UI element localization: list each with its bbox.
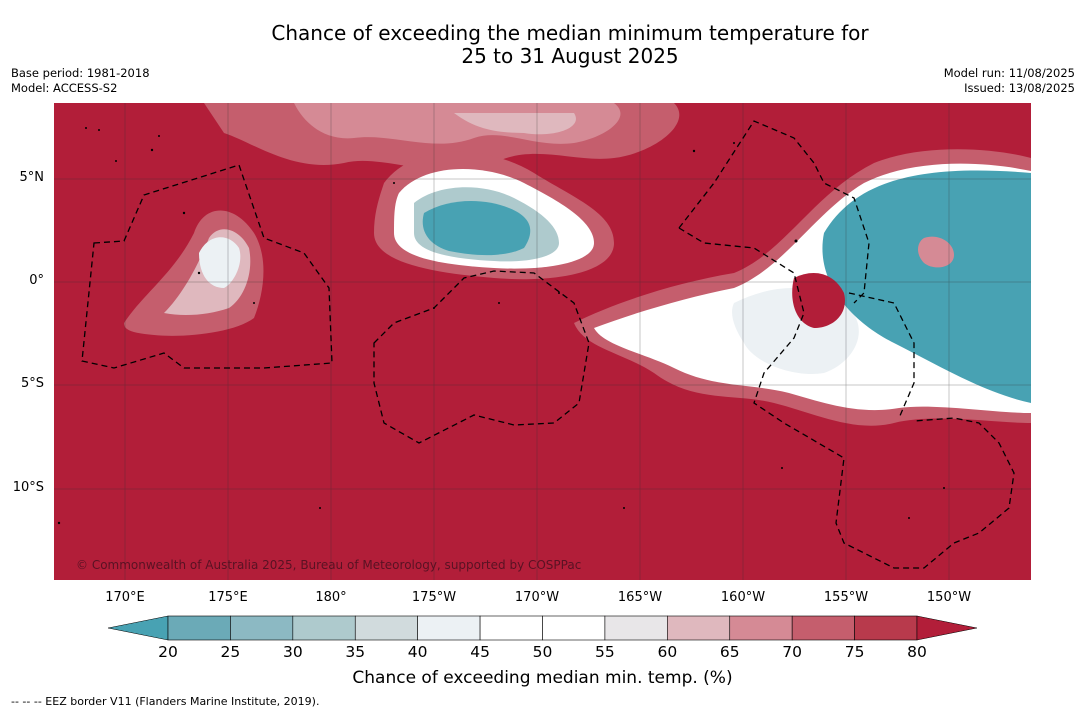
- graticule: [54, 103, 1031, 580]
- colorbar-segment: [729, 615, 793, 641]
- title-line-1: Chance of exceeding the median minimum t…: [271, 21, 869, 45]
- base-period-text: Base period: 1981-2018: [11, 66, 150, 80]
- colorbar-tick-label: 65: [719, 643, 740, 661]
- colorbar-tick-label: 35: [345, 643, 366, 661]
- colorbar-segment: [417, 615, 481, 641]
- colorbar-tick-label: 30: [282, 643, 303, 661]
- colorbar: [108, 615, 978, 641]
- colorbar-segment: [542, 615, 606, 641]
- colorbar-segment: [230, 615, 294, 641]
- colorbar-tick-label: 70: [782, 643, 803, 661]
- colorbar-tick-label: 40: [407, 643, 428, 661]
- colorbar-tick-label: 75: [844, 643, 865, 661]
- lon-label-175e: 175°E: [208, 590, 248, 605]
- lon-label-170e: 170°E: [105, 590, 145, 605]
- title-line-2: 25 to 31 August 2025: [461, 44, 679, 68]
- colorbar-tick-label: 25: [220, 643, 241, 661]
- lon-label-155w: 155°W: [823, 590, 869, 605]
- lat-label-5n: 5°N: [19, 170, 45, 185]
- lon-label-160w: 160°W: [720, 590, 766, 605]
- issued-text: Issued: 13/08/2025: [964, 80, 1075, 95]
- colorbar-min-extension: [108, 615, 169, 641]
- colorbar-tick-label: 20: [158, 643, 178, 661]
- eez-borders: [81, 120, 1015, 569]
- colorbar-segment: [854, 615, 918, 641]
- colorbar-tick-label: 80: [907, 643, 927, 661]
- colorbar-segment: [354, 615, 418, 641]
- colorbar-tick-label: 55: [595, 643, 615, 661]
- eez-legend: -- -- -- EEZ border V11 (Flanders Marine…: [11, 695, 320, 708]
- colorbar-max-extension: [916, 615, 978, 641]
- meta-left: Base period: 1981-2018 Model: ACCESS-S2: [11, 66, 150, 95]
- meta-right: Model run: 11/08/2025 Issued: 13/08/2025: [944, 66, 1075, 95]
- islands: [57, 127, 945, 525]
- contour-65-north: [454, 113, 576, 135]
- lat-label-10s: 10°S: [12, 480, 44, 495]
- model-run-text: Model run: 11/08/2025: [943, 66, 1075, 80]
- warm-pocket-east: [792, 273, 845, 328]
- colorbar-tick-label: 45: [470, 643, 490, 661]
- model-text: Model: ACCESS-S2: [11, 80, 118, 95]
- warm-pocket-east-2: [918, 236, 954, 268]
- contour-20-east: [822, 170, 1031, 403]
- chart-title: Chance of exceeding the median minimum t…: [0, 22, 1085, 68]
- lon-label-175w: 175°W: [411, 590, 457, 605]
- lat-label-0: 0°: [29, 273, 44, 288]
- lon-label-180: 180°: [315, 590, 347, 605]
- lon-label-170w: 170°W: [514, 590, 560, 605]
- contour-20-central: [422, 201, 531, 256]
- forecast-map: [54, 103, 1031, 580]
- colorbar-segment: [479, 615, 543, 641]
- map-panel: © Commonwealth of Australia 2025, Bureau…: [54, 103, 1031, 580]
- colorbar-segment: [667, 615, 731, 641]
- colorbar-label: Chance of exceeding median min. temp. (%…: [352, 668, 733, 688]
- colorbar-tick-label: 50: [532, 643, 553, 661]
- contour-45-west: [199, 237, 241, 288]
- lon-label-165w: 165°W: [617, 590, 663, 605]
- colorbar-segment: [292, 615, 356, 641]
- colorbar-segment: [167, 615, 231, 641]
- lon-label-150w: 150°W: [926, 590, 972, 605]
- colorbar-tick-label: 60: [657, 643, 678, 661]
- copyright-credit: © Commonwealth of Australia 2025, Bureau…: [76, 558, 582, 572]
- colorbar-segment: [791, 615, 855, 641]
- colorbar-segment: [604, 615, 668, 641]
- lat-label-5s: 5°S: [20, 376, 44, 391]
